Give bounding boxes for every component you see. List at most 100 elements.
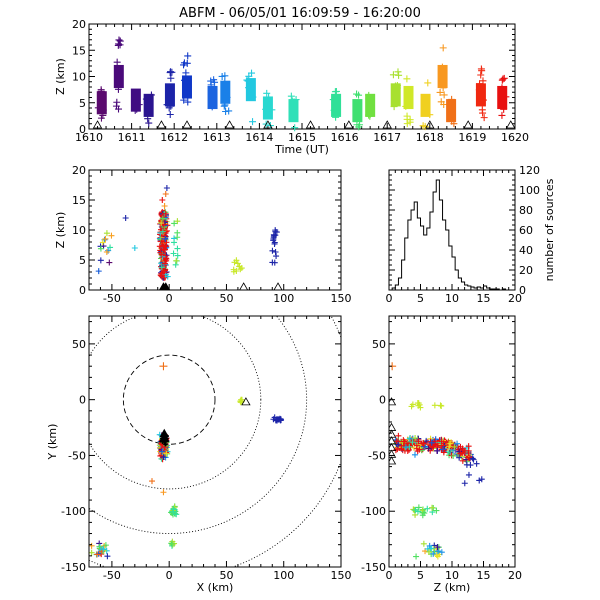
source-cross <box>167 102 175 110</box>
source-cross <box>104 553 111 560</box>
source-cross <box>479 96 487 104</box>
source-cross <box>273 417 280 424</box>
source-cross <box>434 447 441 454</box>
source-cross <box>223 93 231 101</box>
tick-label: 10 <box>72 71 86 84</box>
tick-label: -50 <box>368 449 386 462</box>
source-cross <box>446 443 453 450</box>
y-axis-label: number of sources <box>543 178 556 281</box>
range-ring <box>122 354 216 445</box>
source-cross <box>230 266 237 273</box>
source-cross <box>146 107 154 115</box>
source-cross <box>406 116 414 124</box>
source-cross <box>89 542 95 549</box>
tick-label: 1610 <box>75 131 103 144</box>
source-cross <box>159 362 168 371</box>
tick-label: 1611 <box>118 131 146 144</box>
source-cross <box>131 245 138 251</box>
source-cross <box>415 438 422 445</box>
source-cross <box>436 88 444 96</box>
source-cross <box>470 456 477 463</box>
source-cross <box>421 104 429 112</box>
source-cross <box>115 72 123 80</box>
tick-label: 1612 <box>160 131 188 144</box>
range-ring <box>89 316 341 567</box>
source-cross <box>174 234 181 241</box>
tick-label: -50 <box>103 292 121 305</box>
source-cross <box>218 72 226 80</box>
tick-label: -50 <box>103 569 121 582</box>
source-cross <box>330 106 338 114</box>
source-cross <box>425 445 432 452</box>
source-cross <box>465 471 472 478</box>
source-cross <box>159 197 166 203</box>
source-cross <box>478 67 486 75</box>
tick-label: 60 <box>519 224 533 237</box>
source-cross <box>288 97 296 105</box>
tick-label: 15 <box>477 292 491 305</box>
tick-label: 20 <box>508 569 522 582</box>
source-cross <box>160 454 167 461</box>
source-cross <box>439 77 447 85</box>
tick-label: 20 <box>72 164 86 177</box>
source-cross <box>425 548 432 555</box>
source-cross <box>122 215 129 221</box>
station-marker <box>273 282 283 291</box>
source-cross <box>116 37 124 45</box>
source-cross <box>132 96 140 104</box>
tick-label: 15 <box>72 44 86 57</box>
source-cross <box>89 549 95 556</box>
source-cross <box>271 259 278 266</box>
source-cross <box>447 100 455 108</box>
y-axis-label: Z (km) <box>54 58 67 95</box>
source-cross <box>437 402 444 409</box>
source-cross <box>262 105 270 113</box>
source-cluster <box>403 85 414 110</box>
tick-label: 1616 <box>331 131 359 144</box>
source-cross <box>166 111 174 119</box>
x-axis-label: X (km) <box>197 581 234 594</box>
source-cross <box>173 257 180 264</box>
source-cross <box>438 402 445 409</box>
source-cross <box>171 239 178 246</box>
source-cluster <box>288 99 299 123</box>
source-cross <box>160 246 167 253</box>
source-cross <box>268 106 276 114</box>
source-cluster <box>352 99 363 123</box>
source-cross <box>149 478 155 485</box>
tick-label: 5 <box>79 254 86 267</box>
source-cross <box>131 93 139 101</box>
source-cross <box>451 443 458 450</box>
source-cross <box>236 263 243 270</box>
source-cross <box>168 68 176 76</box>
source-cross <box>113 58 121 66</box>
source-cross <box>147 91 155 99</box>
source-cross <box>159 228 166 235</box>
source-cross <box>162 235 169 242</box>
source-cross <box>390 103 398 111</box>
source-cross <box>467 462 474 469</box>
source-cluster <box>446 99 457 123</box>
tick-label: -150 <box>361 561 386 574</box>
source-cross <box>395 71 403 79</box>
source-cross <box>404 447 411 454</box>
tick-label: 0 <box>79 123 86 136</box>
source-cross <box>402 444 409 451</box>
source-cross <box>459 457 466 464</box>
height-y-panel: 0 5 10 15 20 -150 -100 -50 0 50 Z (km) <box>361 315 522 594</box>
source-cross <box>162 210 169 217</box>
source-cross <box>448 117 456 125</box>
source-cross <box>162 191 169 197</box>
source-cluster <box>497 85 508 110</box>
range-ring <box>89 316 262 490</box>
source-cross <box>97 257 104 264</box>
tick-label: 1614 <box>245 131 273 144</box>
source-cross <box>272 228 279 235</box>
source-cross <box>456 454 463 461</box>
station-marker <box>506 120 516 129</box>
source-cross <box>356 121 364 129</box>
source-cross <box>437 439 444 446</box>
source-cross <box>437 98 445 106</box>
source-cross <box>97 114 105 122</box>
source-cross <box>163 255 170 262</box>
